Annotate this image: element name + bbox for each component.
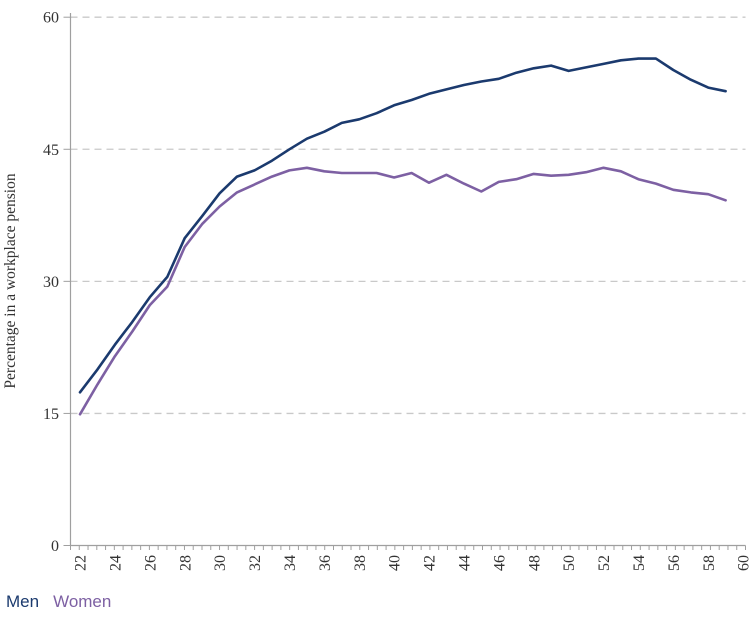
y-tick-labels: 0 15 30 45 60 xyxy=(43,10,59,555)
men-line xyxy=(78,57,727,394)
x-tick-label: 54 xyxy=(631,555,648,571)
x-tick-label: 28 xyxy=(177,555,194,571)
legend-item-women: Women xyxy=(53,592,112,611)
x-tick-label: 50 xyxy=(561,555,578,571)
x-tick-label: 34 xyxy=(282,555,299,571)
x-tick-label: 30 xyxy=(212,555,229,571)
x-tick-label: 36 xyxy=(317,555,334,571)
legend-item-men: Men xyxy=(6,592,40,611)
chart-legend: Men Women xyxy=(6,592,111,612)
series-lines xyxy=(78,57,727,416)
x-tick-label: 48 xyxy=(526,555,543,571)
x-tick-label: 56 xyxy=(666,555,683,571)
x-tick-label: 38 xyxy=(352,555,369,571)
x-tick-label: 60 xyxy=(736,555,753,571)
x-tick-label: 32 xyxy=(247,555,264,571)
y-tick-label: 60 xyxy=(43,10,59,27)
x-tick-label: 22 xyxy=(73,555,90,571)
y-axis-title: Percentage in a workplace pension xyxy=(2,173,19,388)
x-tick-labels: 22 24 26 28 30 32 34 36 38 40 42 44 46 48 50 52 54 56 58 60 xyxy=(73,555,753,571)
y-tick-label: 15 xyxy=(43,406,59,423)
x-tick-label: 26 xyxy=(142,555,159,571)
axes xyxy=(69,13,746,547)
x-tick-label: 40 xyxy=(387,555,404,571)
y-tick-label: 0 xyxy=(51,538,59,555)
y-tick-label: 45 xyxy=(43,142,59,159)
women-line xyxy=(78,166,727,416)
x-tick-label: 58 xyxy=(701,555,718,571)
x-tick-label: 52 xyxy=(596,555,613,571)
x-tick-label: 42 xyxy=(422,555,439,571)
x-tick-label: 24 xyxy=(108,555,125,571)
x-tick-label: 46 xyxy=(491,555,508,571)
axis-ticks xyxy=(63,16,746,550)
y-tick-label: 30 xyxy=(43,274,59,291)
gridlines xyxy=(70,16,746,415)
x-tick-label: 44 xyxy=(457,555,474,571)
